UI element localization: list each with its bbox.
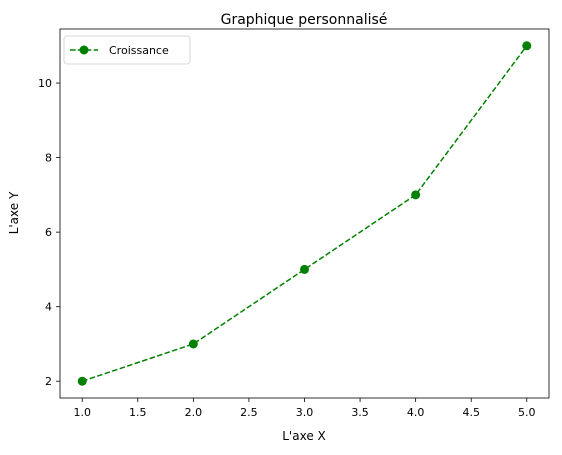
data-point bbox=[188, 339, 198, 349]
y-axis-label: L'axe Y bbox=[7, 191, 21, 234]
data-point bbox=[522, 41, 532, 51]
x-tick-label: 4.0 bbox=[407, 406, 425, 419]
x-tick-label: 3.5 bbox=[351, 406, 369, 419]
y-tick-label: 10 bbox=[38, 77, 52, 90]
plot-frame bbox=[59, 28, 550, 399]
x-tick-label: 1.0 bbox=[73, 406, 91, 419]
legend-label-croissance: Croissance bbox=[109, 44, 169, 57]
y-tick-label: 4 bbox=[45, 301, 52, 314]
legend-box bbox=[63, 35, 191, 65]
y-tick-label: 8 bbox=[45, 152, 52, 165]
series-line bbox=[81, 45, 528, 382]
x-axis-label: L'axe X bbox=[282, 429, 326, 443]
series-layer bbox=[77, 41, 532, 386]
chart-title: Graphique personnalisé bbox=[221, 12, 388, 28]
x-tick-label: 3.0 bbox=[296, 406, 314, 419]
data-point bbox=[300, 264, 309, 274]
x-tick-label: 1.5 bbox=[129, 406, 147, 419]
data-point bbox=[77, 376, 87, 386]
x-tick-label: 5.0 bbox=[518, 406, 536, 419]
x-tick-label: 4.5 bbox=[462, 406, 480, 419]
data-point bbox=[411, 190, 421, 200]
y-axis: 2 4 6 8 10 bbox=[38, 77, 60, 388]
x-axis: 1.0 1.5 2.0 2.5 3.0 3.5 4.0 4.5 5.0 bbox=[73, 398, 536, 419]
legend: Croissance bbox=[63, 35, 191, 65]
x-tick-label: 2.0 bbox=[185, 406, 203, 419]
y-tick-label: 6 bbox=[45, 226, 52, 239]
y-tick-label: 2 bbox=[45, 375, 52, 388]
x-tick-label: 2.5 bbox=[240, 406, 258, 419]
legend-marker-swatch bbox=[79, 45, 89, 55]
